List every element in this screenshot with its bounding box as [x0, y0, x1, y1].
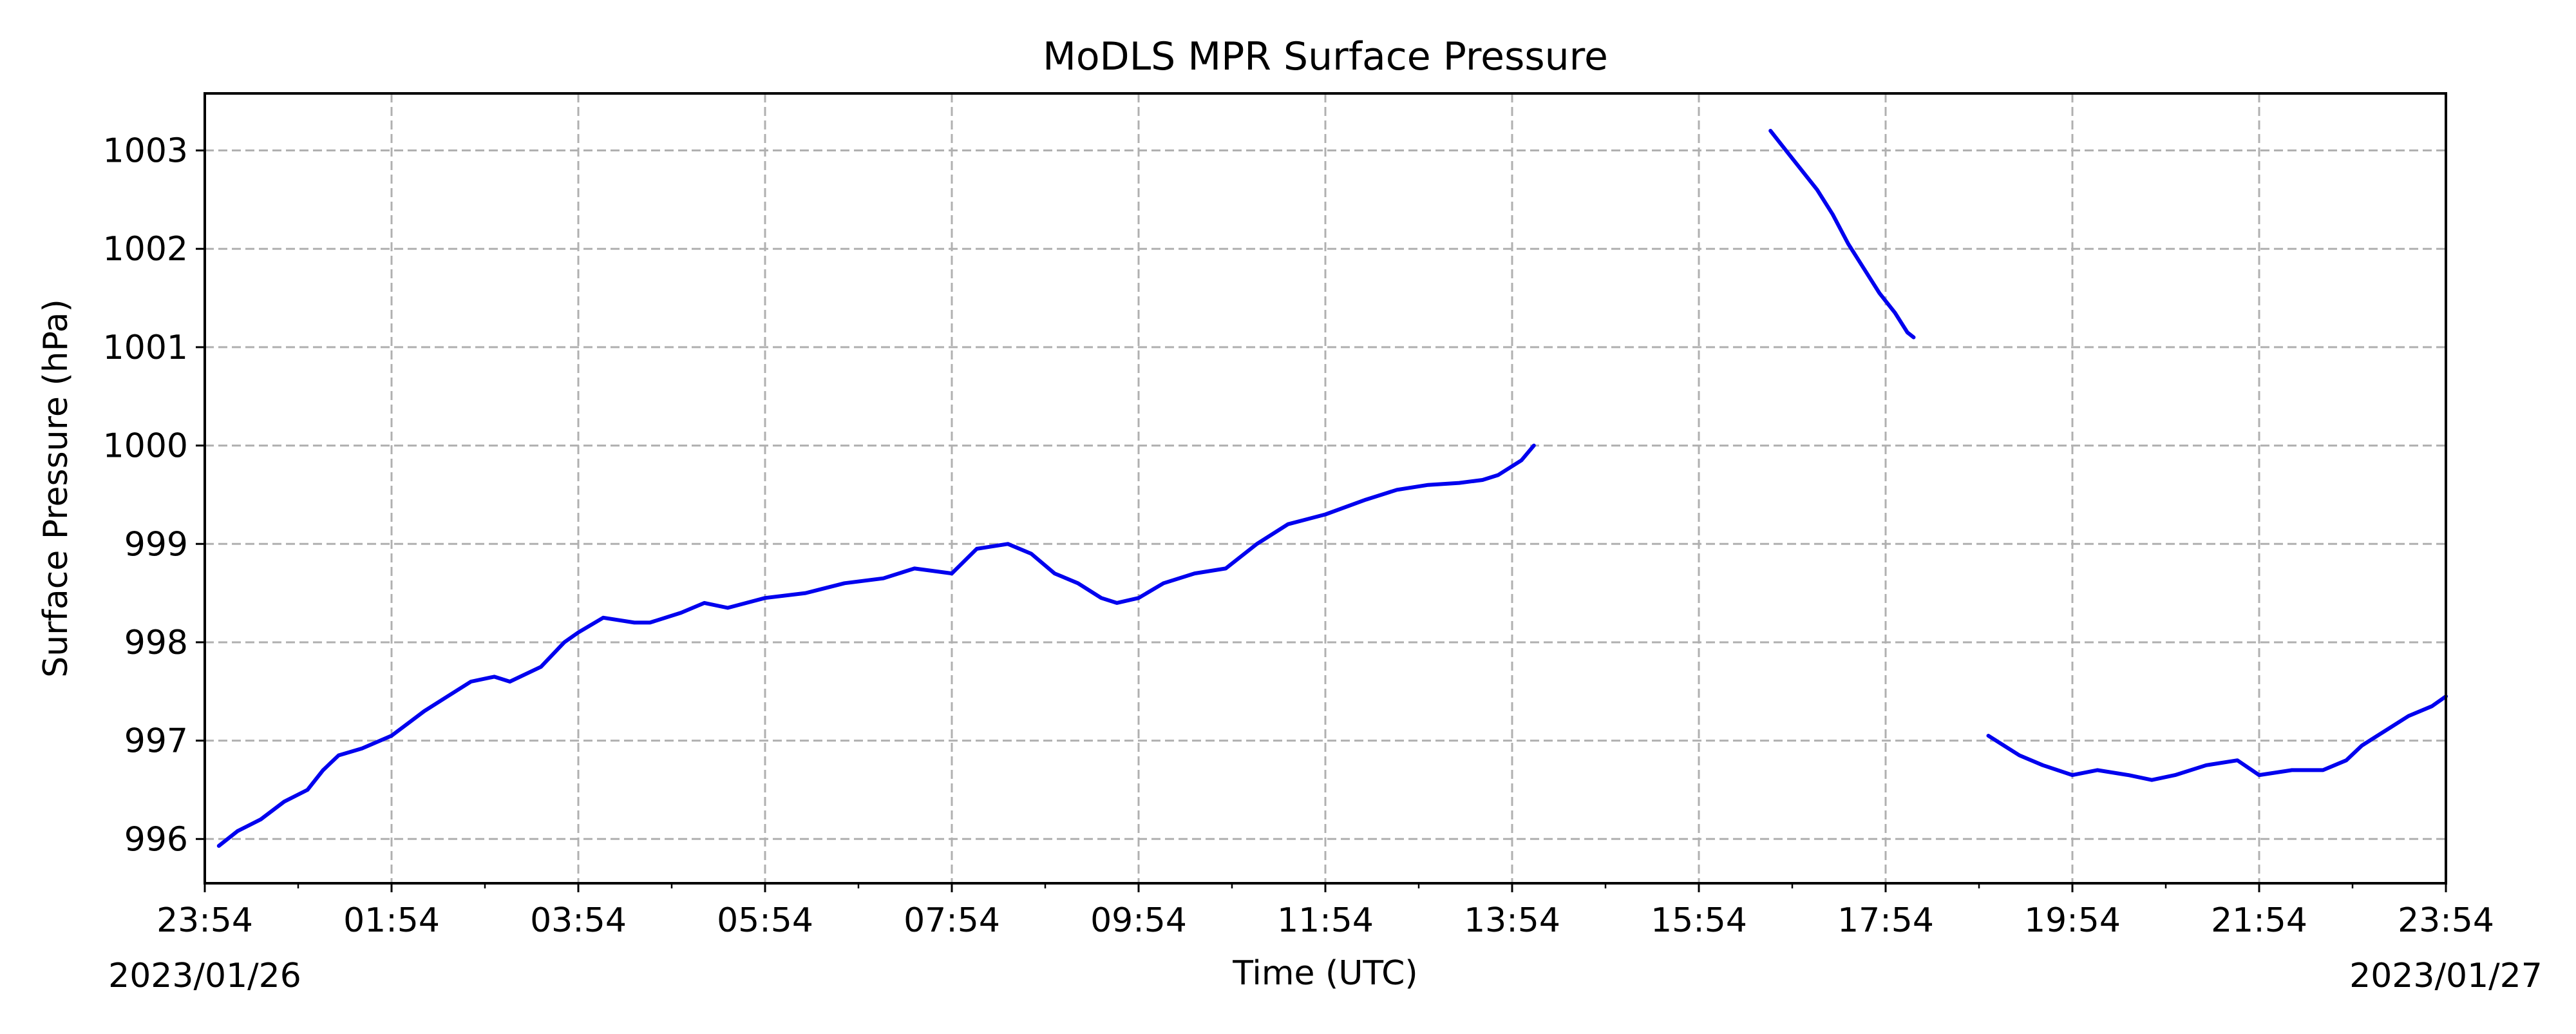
x-tick-label: 13:54 — [1464, 901, 1560, 940]
y-tick-label: 996 — [124, 820, 188, 859]
y-tick-label: 997 — [124, 722, 188, 761]
x-tick-label: 01:54 — [343, 901, 440, 940]
date-label-start: 2023/01/26 — [108, 957, 301, 995]
y-tick-label: 1002 — [103, 230, 188, 269]
y-tick-label: 998 — [124, 624, 188, 662]
x-tick-label: 09:54 — [1090, 901, 1187, 940]
data-series — [216, 129, 2448, 848]
x-tick-label: 21:54 — [2211, 901, 2307, 940]
x-tick-label: 07:54 — [904, 901, 1000, 940]
y-axis-label: Surface Pressure (hPa) — [37, 299, 75, 678]
y-tick-label: 1000 — [103, 427, 188, 466]
y-axis: 996 997 998 999 1000 1001 1002 1003 — [103, 132, 205, 859]
x-tick-label: 17:54 — [1837, 901, 1934, 940]
x-tick-label: 05:54 — [717, 901, 813, 940]
x-axis: 23:54 01:54 03:54 05:54 07:54 09:54 11:54 13:54… — [156, 883, 2494, 940]
y-tick-label: 999 — [124, 525, 188, 564]
date-label-end: 2023/01/27 — [2349, 957, 2543, 995]
chart-title: MoDLS MPR Surface Pressure — [1043, 34, 1608, 79]
series-line-segment-2 — [1768, 129, 1916, 340]
series-line-segment-3 — [1986, 694, 2448, 782]
x-tick-label: 23:54 — [156, 901, 253, 940]
grid — [205, 93, 2446, 883]
x-tick-label: 19:54 — [2024, 901, 2121, 940]
x-tick-label: 15:54 — [1651, 901, 1747, 940]
x-tick-label: 11:54 — [1277, 901, 1374, 940]
y-tick-label: 1003 — [103, 132, 188, 171]
series-line-segment-1 — [216, 443, 1536, 848]
y-tick-label: 1001 — [103, 329, 188, 367]
x-tick-label: 23:54 — [2398, 901, 2494, 940]
x-axis-label: Time (UTC) — [1232, 954, 1417, 993]
x-tick-label: 03:54 — [530, 901, 627, 940]
